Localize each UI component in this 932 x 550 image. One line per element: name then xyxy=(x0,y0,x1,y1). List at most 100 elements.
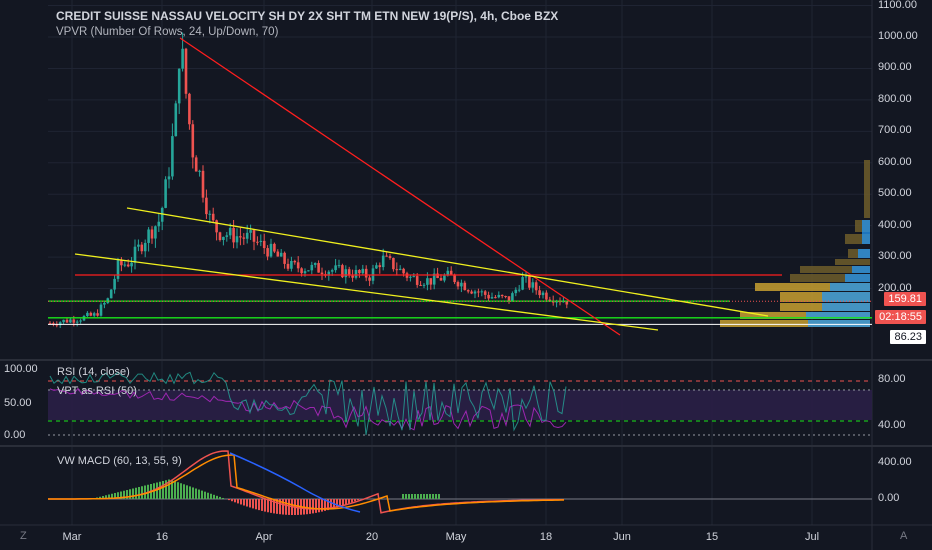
macd-histogram-bar xyxy=(426,494,428,499)
macd-histogram-bar xyxy=(423,494,425,499)
countdown-tag: 02:18:55 xyxy=(875,310,926,324)
candle xyxy=(368,277,371,281)
price-tick-label: 800.00 xyxy=(878,92,912,105)
candle xyxy=(113,278,116,290)
candle xyxy=(86,312,89,317)
candle xyxy=(466,290,470,292)
candle xyxy=(259,240,263,242)
volume-profile-bar xyxy=(822,292,870,302)
time-tick-label: 20 xyxy=(365,531,379,543)
candle xyxy=(147,229,150,243)
candle xyxy=(276,251,280,257)
candle xyxy=(419,284,422,286)
candle xyxy=(48,323,52,325)
candle xyxy=(320,272,324,275)
rsi-left-tick-label: 100.00 xyxy=(4,363,38,375)
macd-histogram-bar xyxy=(219,496,221,499)
volume-profile-bar xyxy=(755,283,870,291)
macd-histogram-bar xyxy=(354,499,356,502)
macd-histogram-bar xyxy=(252,499,254,509)
macd-histogram-bar xyxy=(108,494,110,499)
macd-histogram-bar xyxy=(120,491,122,499)
volume-profile-bar xyxy=(845,234,870,244)
macd-histogram-bar xyxy=(342,499,344,506)
candle xyxy=(99,304,103,316)
macd-histogram-bar xyxy=(279,499,281,515)
vpt-pane-label[interactable]: VPT as RSI (50) xyxy=(57,385,137,397)
macd-histogram-bar xyxy=(261,499,263,511)
candle xyxy=(55,324,59,326)
candle xyxy=(483,291,487,295)
auto-scale-toggle[interactable]: A xyxy=(900,530,908,542)
vpvr-indicator-label[interactable]: VPVR (Number Of Rows, 24, Up/Down, 70) xyxy=(56,26,279,38)
candle xyxy=(160,207,164,222)
macd-histogram-bar xyxy=(285,499,287,515)
macd-histogram-bar xyxy=(171,480,173,499)
candle xyxy=(436,273,439,279)
candle xyxy=(330,270,334,272)
macd-histogram-bar xyxy=(195,488,197,499)
macd-histogram-bar xyxy=(330,499,332,510)
candle xyxy=(388,256,392,258)
price-tick-label: 500.00 xyxy=(878,187,912,200)
candle xyxy=(358,269,361,274)
macd-histogram-bar xyxy=(327,499,329,511)
candle xyxy=(211,213,215,221)
rsi-pane-label[interactable]: RSI (14, close) xyxy=(57,366,130,378)
candle xyxy=(477,291,480,293)
candle xyxy=(507,296,511,302)
macd-histogram-bar xyxy=(408,494,410,499)
macd-pane-label[interactable]: VW MACD (60, 13, 55, 9) xyxy=(57,455,182,467)
time-tick-label: May xyxy=(445,531,467,543)
candle xyxy=(534,282,538,291)
volume-profile-bar xyxy=(790,274,870,282)
macd-histogram-bar xyxy=(216,495,218,499)
volume-profile-bar xyxy=(740,312,870,319)
zoom-toggle[interactable]: Z xyxy=(20,530,27,542)
candle xyxy=(490,297,494,299)
candle xyxy=(62,319,65,323)
macd-histogram-bar xyxy=(246,499,248,507)
macd-histogram-bar xyxy=(177,482,179,499)
macd-histogram-bar xyxy=(438,494,440,499)
macd-histogram-bar xyxy=(411,494,413,499)
candle xyxy=(375,265,378,269)
candle xyxy=(446,270,450,276)
candle xyxy=(245,232,249,239)
macd-tick-label: 400.00 xyxy=(878,456,912,468)
price-tick-label: 1000.00 xyxy=(878,30,918,42)
candle xyxy=(198,170,201,172)
macd-histogram-bar xyxy=(141,486,143,499)
macd-histogram-bar xyxy=(123,490,125,499)
candle xyxy=(409,276,412,278)
macd-histogram-bar xyxy=(222,497,224,499)
macd-histogram-bar xyxy=(243,499,245,506)
channel-upper xyxy=(126,207,769,317)
candle xyxy=(72,319,76,323)
candle xyxy=(514,289,518,294)
candle xyxy=(177,68,181,104)
candle xyxy=(194,157,198,172)
macd-histogram-bar xyxy=(168,479,170,499)
vpt-rsi-line xyxy=(49,387,567,431)
candle xyxy=(378,265,382,268)
candle xyxy=(222,236,225,241)
macd-histogram-bar xyxy=(402,494,404,499)
trendline-red xyxy=(179,37,621,336)
macd-histogram-bar xyxy=(357,499,359,501)
rsi-left-tick-label: 50.00 xyxy=(4,397,32,409)
candle xyxy=(150,229,154,239)
candle xyxy=(429,278,433,285)
candle xyxy=(422,284,426,286)
candle xyxy=(565,301,569,305)
candle xyxy=(460,282,463,287)
candle xyxy=(188,93,191,125)
macd-histogram-bar xyxy=(306,499,308,515)
candle xyxy=(133,246,137,263)
candle xyxy=(449,270,453,275)
macd-histogram-bar xyxy=(105,495,107,499)
macd-histogram-bar xyxy=(420,494,422,499)
macd-signal-line xyxy=(48,454,564,512)
time-tick-label: Jul xyxy=(804,531,820,543)
